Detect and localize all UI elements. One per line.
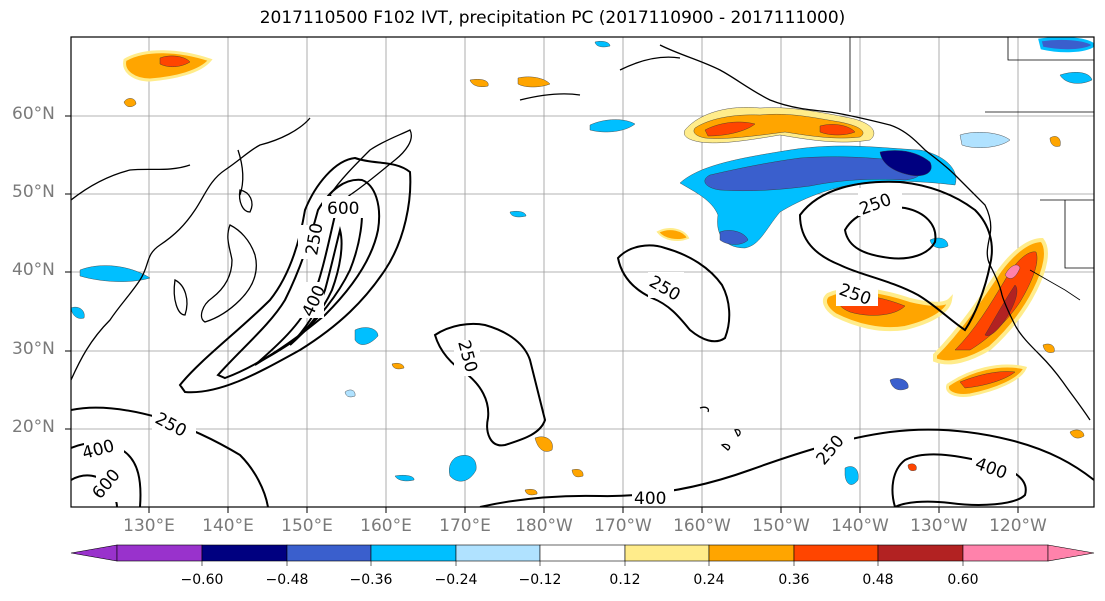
colorbar-tick-label: −0.12 (518, 572, 562, 588)
lon-label: 160°E (360, 516, 412, 536)
lon-label: 130°E (123, 516, 175, 536)
colorbar-segment (116, 544, 203, 562)
colorbar-tick-label: 0.48 (862, 572, 894, 588)
colorbar-tick-label: −0.24 (434, 572, 478, 588)
colorbar-tick-label: 0.60 (947, 572, 979, 588)
lon-label: 180°W (515, 516, 573, 536)
coastlines (71, 44, 1091, 451)
lon-label: 140°E (202, 516, 254, 536)
graticule (71, 37, 1094, 507)
lon-label: 140°W (831, 516, 889, 536)
colorbar-segment (286, 544, 372, 562)
colorbar-segment (708, 544, 795, 562)
lon-label: 170°E (439, 516, 491, 536)
lat-label-20n: 20°N (12, 417, 55, 437)
colorbar-segment (370, 544, 457, 562)
colorbar-segment (624, 544, 710, 562)
contour-labels: 600 250 400 250 250 250 250 250 250 400 … (80, 188, 1016, 509)
lat-label-30n: 30°N (12, 339, 55, 359)
colorbar-segment (962, 544, 1049, 562)
lat-label-50n: 50°N (12, 182, 55, 202)
lon-label: 150°W (752, 516, 810, 536)
lon-label: 130°W (910, 516, 968, 536)
colorbar-tick-label: 0.36 (778, 572, 810, 588)
colorbar-extend-high (1047, 544, 1095, 562)
colorbar-tick-label: 0.12 (609, 572, 641, 588)
lat-label-60n: 60°N (12, 104, 55, 124)
colorbar-tick-label: −0.48 (265, 572, 309, 588)
colorbar-segment (877, 544, 964, 562)
colorbar (70, 544, 1095, 566)
colorbar-tick-label: −0.36 (349, 572, 393, 588)
colorbar-segment (201, 544, 288, 562)
lon-label: 170°W (594, 516, 652, 536)
axis-ticks (65, 115, 1019, 513)
colorbar-segment (793, 544, 879, 562)
colorbar-segment (455, 544, 541, 562)
lon-label: 150°E (281, 516, 333, 536)
lon-label: 160°W (673, 516, 731, 536)
lat-label-40n: 40°N (12, 260, 55, 280)
colorbar-tick-label: 0.24 (693, 572, 725, 588)
borders (849, 37, 1094, 301)
colorbar-extend-low (70, 544, 118, 562)
lon-label: 120°W (989, 516, 1047, 536)
contour-label: 600 (327, 199, 359, 219)
map-title: 2017110500 F102 IVT, precipitation PC (2… (259, 8, 846, 28)
colorbar-tick-label: −0.60 (180, 572, 224, 588)
contour-label: 400 (634, 489, 666, 509)
colorbar-segment (539, 544, 626, 562)
precipitation-shading (71, 37, 1094, 496)
